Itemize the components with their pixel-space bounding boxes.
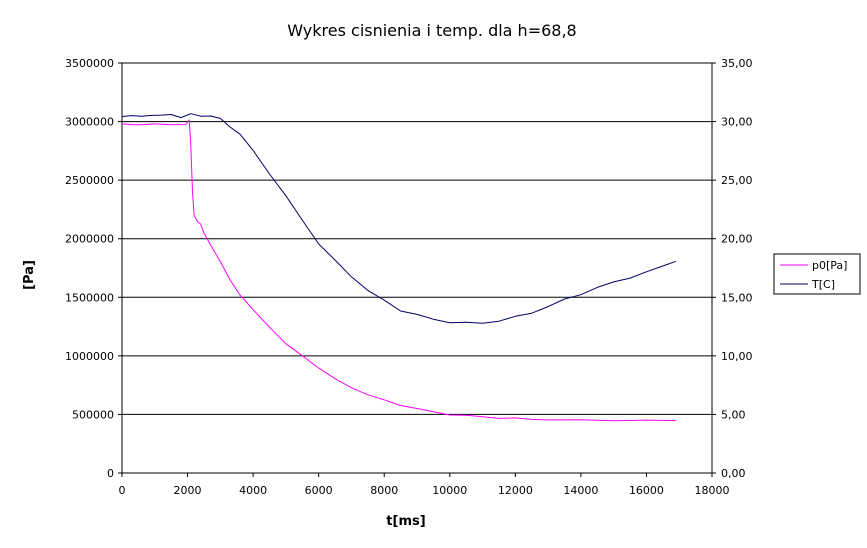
right-tick-label: 30,00 [721, 116, 753, 129]
legend-label-p0: p0[Pa] [812, 259, 847, 272]
x-tick-label: 2000 [174, 484, 202, 497]
left-tick-label: 3000000 [65, 116, 114, 129]
x-tick-label: 16000 [629, 484, 664, 497]
left-tick-label: 1000000 [65, 350, 114, 363]
left-axis-ticks: 0 500000 1000000 1500000 2000000 2500000 30000… [65, 57, 122, 480]
x-tick-label: 4000 [239, 484, 267, 497]
x-tick-label: 12000 [498, 484, 533, 497]
chart-title: Wykres cisnienia i temp. dla h=68,8 [287, 21, 576, 40]
x-tick-label: 8000 [370, 484, 398, 497]
right-tick-label: 0,00 [721, 467, 746, 480]
right-tick-label: 5,00 [721, 408, 746, 421]
legend-label-temp: T[C] [811, 278, 835, 291]
x-axis-label: t[ms] [386, 514, 425, 529]
plot-area [121, 62, 713, 474]
left-tick-label: 2500000 [65, 174, 114, 187]
left-tick-label: 3500000 [65, 57, 114, 70]
left-tick-label: 1500000 [65, 291, 114, 304]
series-line-temperature [121, 113, 677, 324]
right-tick-label: 10,00 [721, 350, 753, 363]
grid-lines [122, 121, 712, 415]
y-axis-label: [Pa] [22, 260, 37, 290]
x-tick-label: 18000 [695, 484, 730, 497]
x-tick-label: 10000 [432, 484, 467, 497]
right-axis-ticks: 0,00 5,00 10,00 15,00 20,00 25,00 30,00 35,00 [712, 57, 753, 480]
x-tick-label: 14000 [563, 484, 598, 497]
right-tick-label: 25,00 [721, 174, 753, 187]
right-tick-label: 15,00 [721, 291, 753, 304]
legend: p0[Pa] T[C] [773, 253, 861, 295]
right-tick-label: 20,00 [721, 233, 753, 246]
left-tick-label: 500000 [72, 408, 114, 421]
left-tick-label: 0 [107, 467, 114, 480]
x-tick-label: 6000 [305, 484, 333, 497]
x-axis-ticks: 0 2000 4000 6000 8000 10000 12000 14000 16000 180… [119, 473, 730, 497]
legend-box [773, 253, 861, 295]
x-tick-label: 0 [119, 484, 126, 497]
right-tick-label: 35,00 [721, 57, 753, 70]
left-tick-label: 2000000 [65, 233, 114, 246]
series-lines [121, 113, 677, 422]
series-line-p0 [121, 119, 676, 422]
